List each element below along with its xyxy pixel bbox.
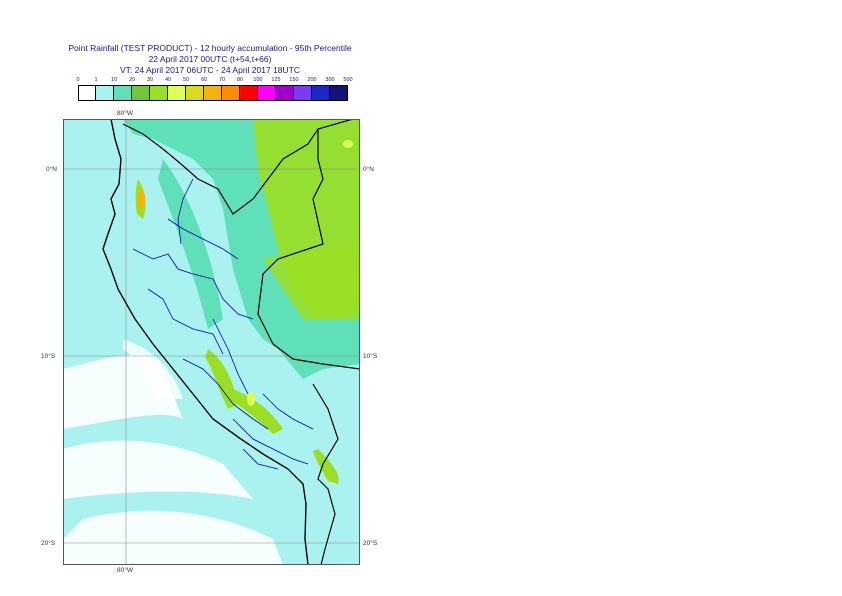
legend-tick-label: 0: [76, 77, 80, 83]
legend-frame: [78, 85, 348, 101]
chart-title: Point Rainfall (TEST PRODUCT) - 12 hourl…: [68, 43, 352, 53]
legend-tick-label: 300: [325, 77, 335, 83]
legend-swatch: [114, 85, 132, 101]
legend-swatch: [150, 85, 168, 101]
legend-tick-label: 30: [146, 77, 154, 83]
legend-swatch: [96, 85, 114, 101]
legend-swatch: [258, 85, 276, 101]
legend-swatch: [312, 85, 330, 101]
mid-rain-zone: [158, 159, 223, 329]
map-canvas: [63, 119, 360, 565]
legend-tick-label: 200: [307, 77, 317, 83]
lat-label-left: 0°N: [46, 166, 57, 173]
legend-swatch: [204, 85, 222, 101]
country-border: [312, 383, 339, 565]
legend-tick-label: 125: [271, 77, 281, 83]
legend-swatch: [294, 85, 312, 101]
country-border: [257, 129, 360, 370]
valid-time: VT: 24 April 2017 06UTC - 24 April 2017 …: [119, 65, 300, 75]
legend-swatch: [186, 85, 204, 101]
lat-label-left: 20°S: [41, 540, 56, 547]
high-rain-zone: [313, 449, 339, 484]
rainfall-map[interactable]: [63, 119, 360, 565]
legend-tick-label: 150: [289, 77, 299, 83]
legend-swatch: [78, 85, 96, 101]
lat-label-right: 10°S: [363, 353, 378, 360]
high-rain-zone: [263, 239, 360, 319]
legend-tick-label: 500: [343, 77, 353, 83]
lat-label-right: 0°N: [363, 166, 374, 173]
legend-tick-label: 80: [236, 77, 244, 83]
high-rain-zone: [231, 389, 283, 434]
peak-rain-spot: [137, 189, 145, 209]
legend-swatch: [168, 85, 186, 101]
high-rain-zone: [205, 349, 238, 409]
legend-tick-label: 70: [218, 77, 226, 83]
lon-label-top: 80°W: [117, 110, 133, 117]
legend-tick-label: 10: [110, 77, 118, 83]
legend-swatch: [222, 85, 240, 101]
country-border: [122, 119, 354, 215]
legend-swatch: [240, 85, 258, 101]
lat-label-right: 20°S: [363, 540, 378, 547]
legend-swatch: [276, 85, 294, 101]
dry-zone: [123, 339, 183, 399]
peak-rain-spot: [343, 140, 353, 148]
legend-tick-label: 60: [200, 77, 208, 83]
lon-label-bottom: 80°W: [117, 567, 133, 574]
regional-boundary: [132, 178, 314, 470]
peak-rain-spot: [247, 392, 255, 406]
legend-tick-label: 20: [128, 77, 136, 83]
legend-swatch: [132, 85, 150, 101]
dry-zone: [63, 510, 283, 565]
lat-label-left: 10°S: [41, 353, 56, 360]
legend-tick-label: 1: [94, 77, 98, 83]
dry-zone: [63, 440, 253, 499]
run-time: 22 April 2017 00UTC (t+54,t+66): [148, 54, 272, 64]
color-legend: 0 1 10 20 30 40 50 60 70 80 100 125 150 200 300 500: [76, 77, 353, 103]
legend-tick-label: 50: [182, 77, 190, 83]
legend-tick-label: 40: [164, 77, 172, 83]
coastline: [102, 119, 309, 565]
legend-tick-label: 100: [253, 77, 263, 83]
